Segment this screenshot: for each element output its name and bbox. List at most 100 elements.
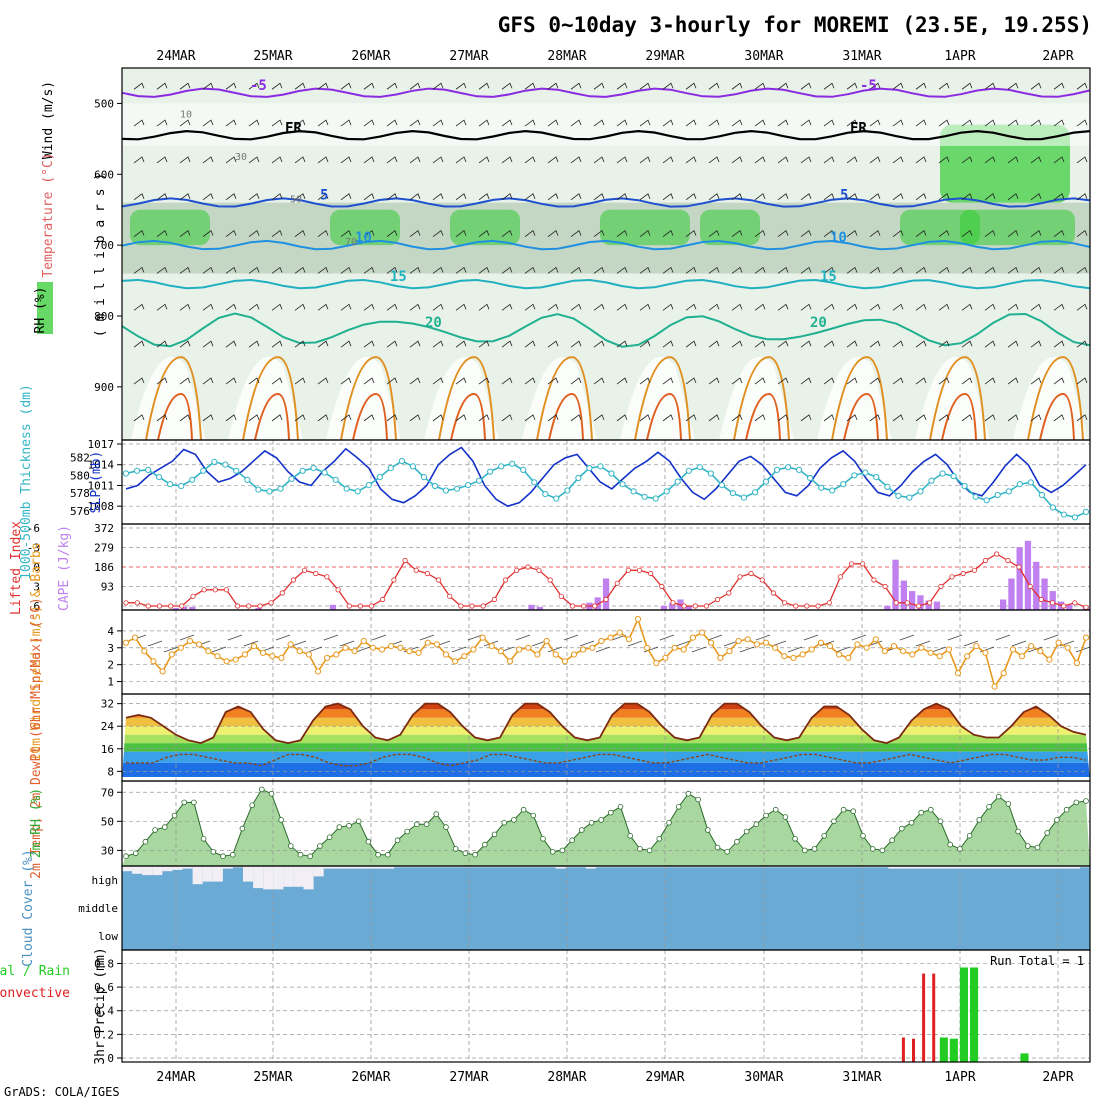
wind-barb: [984, 414, 996, 422]
rh-point: [1073, 799, 1080, 806]
y-tick-label: 0: [107, 1052, 114, 1065]
cloud-high-bar: [565, 866, 576, 868]
wind-barb: [1007, 119, 1019, 127]
lifted-index-point: [246, 603, 252, 609]
y-tick-label: 32: [101, 698, 114, 711]
wind-barb: [1007, 377, 1019, 385]
wind-speed-point: [132, 634, 139, 641]
wind-barb: [386, 414, 398, 422]
rh-point: [452, 846, 459, 852]
cloud-high-bar: [837, 866, 848, 868]
surface-wind-barb: [419, 634, 435, 641]
wind-barb: [409, 193, 421, 201]
wind-barb: [869, 119, 881, 127]
wind-barb: [271, 303, 283, 311]
wind-barb: [777, 82, 789, 90]
wind-speed-point: [872, 636, 879, 643]
y-axis-label: ( m i l l i b a r s ): [93, 173, 108, 337]
wind-barb: [823, 119, 835, 127]
lifted-index-point: [402, 557, 408, 564]
wind-speed-point: [516, 646, 523, 653]
wind-barb: [363, 414, 375, 422]
cloud-high-bar: [505, 866, 516, 868]
wind-barb: [593, 82, 605, 90]
wind-barb: [869, 340, 881, 348]
wind-barb: [616, 414, 628, 422]
wind-barb: [294, 377, 306, 385]
wind-barb: [524, 119, 536, 127]
lifted-index-point: [123, 600, 129, 606]
warm-contour: [733, 356, 790, 441]
rh-point: [811, 846, 818, 852]
thickness-point: [498, 463, 505, 470]
lifted-index-point: [1083, 604, 1089, 610]
warm-contour: [831, 356, 888, 441]
thickness-point: [674, 478, 681, 485]
wind-barb: [961, 193, 973, 201]
temperature-contour-label: 10: [830, 230, 847, 246]
wind-barb: [202, 303, 214, 311]
wind-barb: [731, 119, 743, 127]
wind-barb: [616, 230, 628, 237]
rh-point: [675, 803, 682, 810]
wind-barb: [593, 414, 605, 422]
wind-speed-point: [561, 658, 569, 665]
thickness-point: [178, 482, 185, 490]
date-label-bottom: 30MAR: [744, 1070, 783, 1085]
cape-bar: [180, 606, 188, 610]
wind-speed-point: [278, 654, 285, 662]
wind-barb: [777, 193, 789, 201]
wind-barb: [225, 377, 237, 385]
wind-barb: [869, 82, 881, 90]
lifted-index-point: [670, 600, 676, 606]
panel-frame-precip: [121, 949, 1091, 1063]
date-label-top: 28MAR: [547, 49, 586, 64]
wind-barb: [984, 119, 996, 127]
wind-speed-point: [351, 648, 358, 655]
wind-barb: [409, 340, 421, 348]
rh-point: [239, 825, 246, 832]
wind-barb: [616, 193, 628, 201]
wind-barb: [1053, 340, 1065, 348]
wind-speed-point: [982, 649, 989, 656]
wind-barb: [685, 193, 697, 201]
wind-barb: [639, 377, 651, 385]
rh-point: [229, 851, 236, 858]
rh-moist-patch: [330, 209, 400, 246]
cloud-high-bar: [656, 866, 667, 868]
cloud-high-bar: [293, 866, 304, 887]
surface-wind-barb: [515, 634, 531, 641]
cape-bar: [925, 600, 932, 610]
wind-barb: [869, 266, 881, 274]
temperature-contour-label: -5: [250, 78, 267, 94]
y-tick-label-right: 582: [70, 451, 90, 464]
wind-barb: [547, 414, 559, 422]
surface-wind-barb: [339, 640, 355, 647]
thickness-point: [244, 476, 251, 483]
cloud-high-bar: [797, 866, 808, 868]
lifted-index-point: [1072, 600, 1078, 606]
wind-barb: [570, 414, 582, 422]
date-label-bottom: 2APR: [1042, 1070, 1073, 1085]
wind-speed-point: [232, 656, 239, 663]
lifted-index-point: [435, 577, 442, 583]
thickness-point: [1071, 514, 1079, 521]
wind-barb: [1007, 414, 1019, 422]
wind-speed-point: [808, 646, 815, 653]
thickness-point: [751, 489, 759, 496]
temperature-contour-label: 10: [355, 230, 372, 246]
surface-wind-barb: [963, 640, 979, 647]
cloud-high-bar: [898, 866, 909, 869]
cloud-high-bar: [323, 866, 334, 869]
surface-wind-barb: [691, 646, 707, 653]
wind-barb: [685, 340, 697, 348]
wind-speed-point: [945, 646, 953, 653]
lifted-index-point: [168, 603, 174, 609]
wind-barb: [938, 82, 950, 90]
lifted-index-point: [313, 570, 319, 577]
wind-barb: [409, 119, 421, 127]
wind-speed-point: [680, 646, 687, 653]
y-tick-label: 3: [107, 642, 114, 655]
lifted-index-point: [413, 567, 419, 573]
lifted-index-point: [960, 570, 966, 577]
